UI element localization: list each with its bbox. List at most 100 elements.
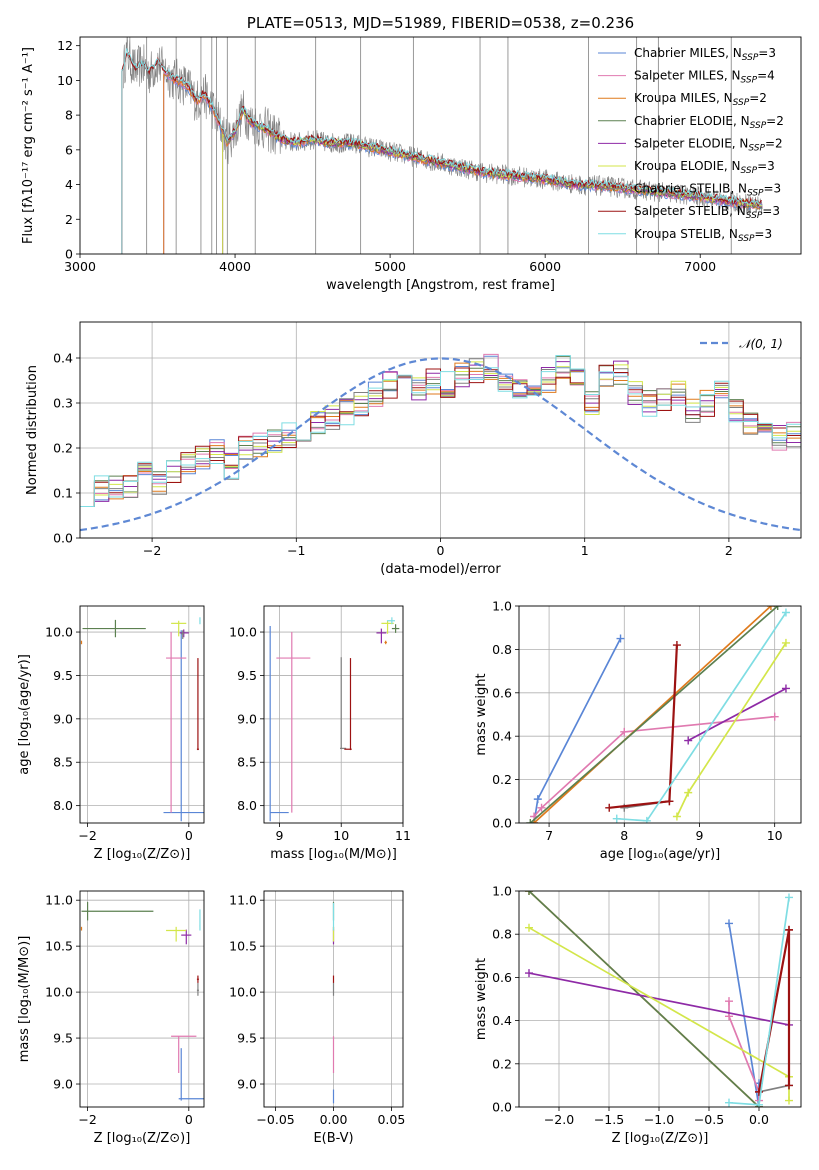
y-tick-label: 9.5 [237,668,257,683]
y-tick-label: 10.0 [229,985,257,1000]
histogram-kroupa_stelib [80,355,801,507]
x-tick-label: 6000 [529,259,561,274]
x-tick-label: −0.5 [694,1112,724,1127]
errorbar-point-chabrier_miles [178,1048,204,1101]
y-tick-label: 0.6 [492,685,512,700]
series-line [528,972,790,1026]
plot-area [526,606,790,823]
legend-suffix: =2 [766,114,784,128]
legend-sub: SSP [738,234,755,244]
legend-label: Salpeter STELIB, N [634,204,746,218]
y-tick-label: 11.0 [45,893,73,908]
y-tick-label: 8 [65,108,73,123]
x-tick-label: −1.5 [594,1112,624,1127]
legend-entry: Salpeter MILES, NSSP=4 [634,69,775,86]
plus-marker [785,925,793,934]
x-tick-label: 0.05 [377,1112,405,1127]
y-tick-label: 9.0 [53,1077,73,1092]
y-tick-label: 1.0 [492,884,512,899]
y-tick-label: 8.0 [237,798,257,813]
legend-label: Salpeter MILES, N [634,69,741,83]
series-line [676,642,787,817]
legend-entry: Chabrier MILES, NSSP=3 [634,46,776,63]
histogram-chabrier_stelib [80,358,801,507]
series-salpeter_miles [530,712,779,821]
legend-entry: Chabrier STELIB, NSSP=3 [634,182,781,199]
y-tick-label: 0.8 [492,927,512,942]
errorbar-point-kroupa_miles [80,926,83,931]
y-tick-label: 0 [65,247,73,262]
series-salpeter_stelib [605,641,681,812]
x-tick-label: −0.05 [256,1112,294,1127]
y-tick-label: 0.4 [492,1013,512,1028]
legend-sub: SSP [750,121,767,131]
legend-entry: Salpeter STELIB, NSSP=3 [634,204,780,221]
y-tick-label: 9.5 [53,1031,73,1046]
plus-marker [665,797,674,806]
y-axis-label: age [log₁₀(age/yr)] [17,654,32,775]
y-tick-label: 10.5 [45,939,73,954]
x-axis-label: E(B-V) [313,1131,353,1146]
series-line [757,929,791,1093]
series-kroupa_stelib [725,893,793,1107]
errorbar-point-salpeter_miles [276,632,311,813]
x-tick-label: 0.00 [320,1112,348,1127]
x-axis-label: Z [log₁₀(Z/Z⊙)] [94,847,191,862]
x-tick-label: 1 [581,543,589,558]
y-tick-label: 10 [57,73,73,88]
legend-label: Chabrier ELODIE, N [634,114,750,128]
y-tick-label: 9.5 [237,1031,257,1046]
legend-sub: SSP [741,166,758,176]
plus-marker [612,814,621,823]
y-tick-label: 0.8 [492,642,512,657]
y-tick-label: 6 [65,142,73,157]
plus-marker [785,1081,793,1090]
x-tick-label: 8 [620,828,628,843]
legend-label: Kroupa MILES, N [634,91,733,105]
plus-marker [725,997,733,1006]
errorbar-point-chabrier_miles [163,630,204,822]
histogram-salpeter_elodie [80,360,801,507]
y-tick-label: 0.2 [492,772,512,787]
model-spectrum-kroupa_stelib [121,48,763,254]
plus-marker [526,819,535,823]
legend-label: Kroupa ELODIE, N [634,159,741,173]
errorbar-point-salpeter_stelib [196,975,199,983]
plus-marker [755,1100,763,1107]
y-tick-label: 0.0 [492,1100,512,1115]
legend-sub: SSP [748,143,765,153]
legend-entry: Salpeter ELODIE, NSSP=2 [634,136,783,153]
plot-area [80,902,204,1101]
series-line [529,606,779,823]
legend-entry: Kroupa MILES, NSSP=2 [634,91,767,108]
legend-entry: Chabrier ELODIE, NSSP=2 [634,114,784,131]
axes-frame [79,36,802,255]
errorbar-point-chabrier_stelib [196,982,199,996]
y-tick-label: 0.4 [53,351,73,366]
x-tick-label: −2 [78,828,96,843]
plot-area [80,353,801,532]
legend-entry: Kroupa ELODIE, NSSP=3 [634,159,775,176]
plus-marker [616,634,625,643]
axes-frame [518,890,802,1108]
series-kroupa_stelib [612,608,790,823]
y-tick-label: 0.2 [492,1056,512,1071]
series-line [533,715,775,818]
chart-weight-vs-z: −2.0 −1.5 −1.0 −0.5 0.0 0.0 0.2 0.4 0.6 0.8 1.0 Z [… [474,884,802,1146]
series-line [616,612,787,822]
x-tick-label: 0 [437,543,445,558]
x-axis-label: Z [log₁₀(Z/Z⊙)] [612,1131,709,1146]
plus-marker [537,803,546,812]
errorbar-point-chabrier_stelib [181,630,185,639]
legend-suffix: =3 [754,227,772,241]
axes-frame [518,605,802,824]
chart-mass-vs-z: −2 0 9.0 9.5 10.0 10.5 11.0 Z [log₁₀(Z/Z⊙)] mass… [17,890,205,1146]
x-tick-label: 3000 [64,259,96,274]
series-line [528,891,760,1107]
x-tick-label: 9 [275,828,283,843]
axes-frame [263,605,404,824]
errorbar-point-chabrier_elodie [81,902,154,921]
series-kroupa_elodie [672,638,790,821]
